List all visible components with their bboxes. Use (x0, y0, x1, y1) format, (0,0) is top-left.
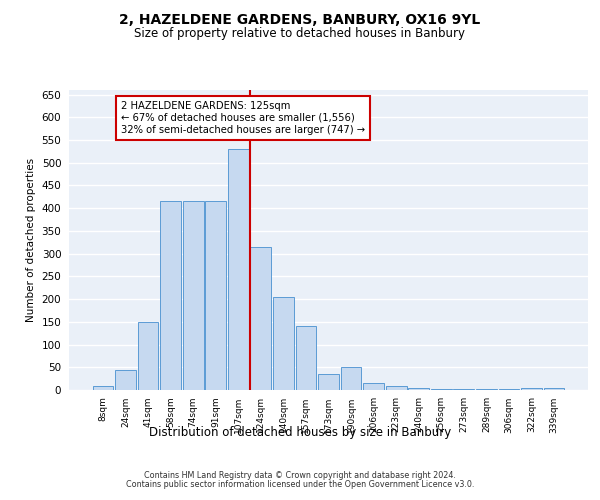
Bar (205, 202, 226, 390)
Bar (521, 388, 542, 390)
Bar (92, 386, 113, 390)
Bar (183, 202, 203, 390)
Bar (137, 322, 158, 390)
Bar (115, 370, 136, 390)
Text: Contains HM Land Registry data © Crown copyright and database right 2024.: Contains HM Land Registry data © Crown c… (144, 471, 456, 480)
Bar (341, 368, 361, 390)
Text: 2 HAZELDENE GARDENS: 125sqm
← 67% of detached houses are smaller (1,556)
32% of : 2 HAZELDENE GARDENS: 125sqm ← 67% of det… (121, 102, 365, 134)
Bar (250, 247, 271, 390)
Bar (386, 386, 407, 390)
Text: 2, HAZELDENE GARDENS, BANBURY, OX16 9YL: 2, HAZELDENE GARDENS, BANBURY, OX16 9YL (119, 12, 481, 26)
Bar (296, 326, 316, 390)
Bar (273, 297, 294, 390)
Bar (476, 389, 497, 390)
Bar (409, 388, 429, 390)
Bar (431, 388, 452, 390)
Text: Size of property relative to detached houses in Banbury: Size of property relative to detached ho… (134, 28, 466, 40)
Bar (228, 149, 248, 390)
Text: Contains public sector information licensed under the Open Government Licence v3: Contains public sector information licen… (126, 480, 474, 489)
Y-axis label: Number of detached properties: Number of detached properties (26, 158, 36, 322)
Bar (318, 374, 339, 390)
Bar (499, 389, 520, 390)
Bar (160, 202, 181, 390)
Bar (544, 388, 565, 390)
Bar (363, 383, 384, 390)
Bar (454, 389, 474, 390)
Text: Distribution of detached houses by size in Banbury: Distribution of detached houses by size … (149, 426, 451, 439)
